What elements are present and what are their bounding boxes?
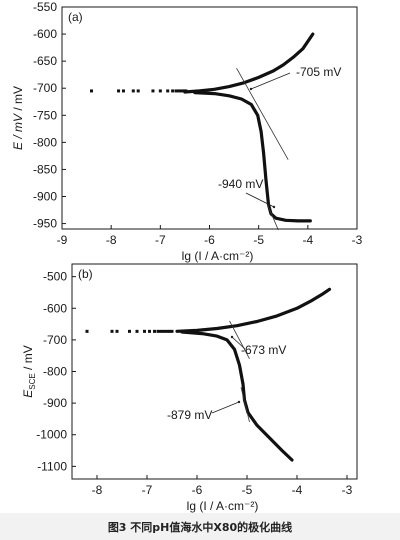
data-point (117, 89, 121, 93)
data-point (135, 329, 139, 333)
data-point (156, 329, 160, 333)
caption-bar: 图3 不同pH值海水中X80的极化曲线 (0, 513, 400, 540)
data-point (159, 329, 163, 333)
annotation-arrow (231, 336, 246, 350)
y-tick-label: -600 (43, 301, 67, 315)
y-tick-label: -1100 (37, 459, 67, 473)
x-axis-title: lg (I / A·cm⁻²) (187, 499, 259, 513)
y-tick-label: -900 (43, 396, 67, 410)
data-point (166, 89, 170, 93)
cathodic-branch-line (193, 91, 312, 223)
tafel-tangent-line (267, 204, 279, 231)
data-point (110, 329, 114, 333)
data-point (177, 89, 181, 93)
data-point (85, 329, 89, 333)
y-tick-label: -850 (33, 162, 57, 176)
tafel-tangent-line (229, 320, 250, 360)
tafel-tangent-line (240, 387, 250, 423)
annotation-arrowhead (272, 205, 276, 209)
cathodic-branch-line (180, 330, 294, 462)
x-tick-label: -5 (242, 483, 253, 497)
data-point (128, 329, 131, 333)
data-point (131, 89, 135, 93)
figure-caption: 图3 不同pH值海水中X80的极化曲线 (107, 520, 293, 534)
data-point (136, 89, 140, 93)
data-point (171, 89, 175, 93)
data-point (121, 89, 125, 93)
x-axis-title: lg (I / A·cm⁻²) (182, 249, 254, 263)
y-axis-title: E / mV / mV (11, 86, 25, 150)
data-point (90, 89, 93, 93)
data-point (179, 89, 183, 93)
polarization-charts: -9 -8 -7 -6 -5 -4 -3-550-600-650-700-750-800-8… (11, 0, 363, 513)
panel-label: (a) (68, 10, 83, 24)
anodic-branch-line (175, 287, 332, 333)
x-tick-label: -7 (155, 233, 166, 247)
anodic-branch-line (183, 32, 315, 94)
data-point (182, 89, 186, 93)
data-point (174, 89, 178, 93)
data-point (165, 329, 169, 333)
annotation-arrow (211, 401, 240, 414)
annotation-label: -673 mV (241, 343, 286, 357)
data-point (158, 89, 162, 93)
data-point (184, 89, 188, 93)
y-tick-label: -700 (33, 81, 57, 95)
data-point (153, 329, 156, 333)
x-tick-label: -8 (106, 233, 117, 247)
annotation-label: -940 mV (218, 177, 263, 191)
x-tick-label: -3 (342, 483, 353, 497)
annotation-arrowhead (230, 335, 234, 339)
x-tick-label: -5 (253, 233, 264, 247)
annotation-label: -705 mV (296, 65, 341, 79)
annotation-arrowhead (237, 400, 241, 404)
y-tick-label: -650 (33, 54, 57, 68)
y-tick-label: -950 (33, 217, 57, 231)
y-tick-label: -700 (43, 333, 67, 347)
tafel-tangent-line (236, 67, 289, 160)
y-tick-label: -900 (33, 190, 57, 204)
plot-frame (71, 263, 358, 480)
x-tick-label: -4 (302, 233, 313, 247)
data-point (115, 329, 119, 333)
data-point (151, 89, 155, 93)
x-tick-label: -6 (204, 233, 215, 247)
x-tick-label: -6 (192, 483, 203, 497)
panel-label: (b) (78, 267, 93, 281)
y-tick-label: -800 (43, 365, 67, 379)
y-tick-label: -550 (33, 0, 57, 14)
x-tick-label: -9 (57, 233, 68, 247)
chart-panel-b: -8 -7 -6 -5 -4 -3 -500 -600 -700 -800 -900 -1000 -11… (21, 263, 358, 513)
data-point (148, 329, 151, 333)
data-point (170, 329, 174, 333)
y-tick-label: -500 (43, 270, 67, 284)
x-tick-label: -4 (292, 483, 303, 497)
x-tick-label: -3 (352, 233, 363, 247)
x-tick-label: -8 (92, 483, 103, 497)
annotation-arrow (250, 72, 291, 90)
x-tick-label: -7 (142, 483, 153, 497)
y-tick-label: -750 (33, 108, 57, 122)
annotation-label: -879 mV (167, 408, 212, 422)
y-tick-label: -800 (33, 135, 57, 149)
chart-panel-a: -9 -8 -7 -6 -5 -4 -3 -550 -600 -650 -700 -750 -800 -8… (11, 0, 363, 263)
data-point (143, 329, 146, 333)
data-point (162, 329, 166, 333)
plot-frame (61, 6, 358, 230)
annotation-arrow (245, 192, 275, 208)
y-axis-title: ESCE / mV (21, 345, 37, 397)
y-tick-label: -1000 (36, 428, 67, 442)
data-point (168, 329, 171, 333)
annotation-arrowhead (249, 87, 253, 91)
y-tick-label: -600 (33, 27, 57, 41)
